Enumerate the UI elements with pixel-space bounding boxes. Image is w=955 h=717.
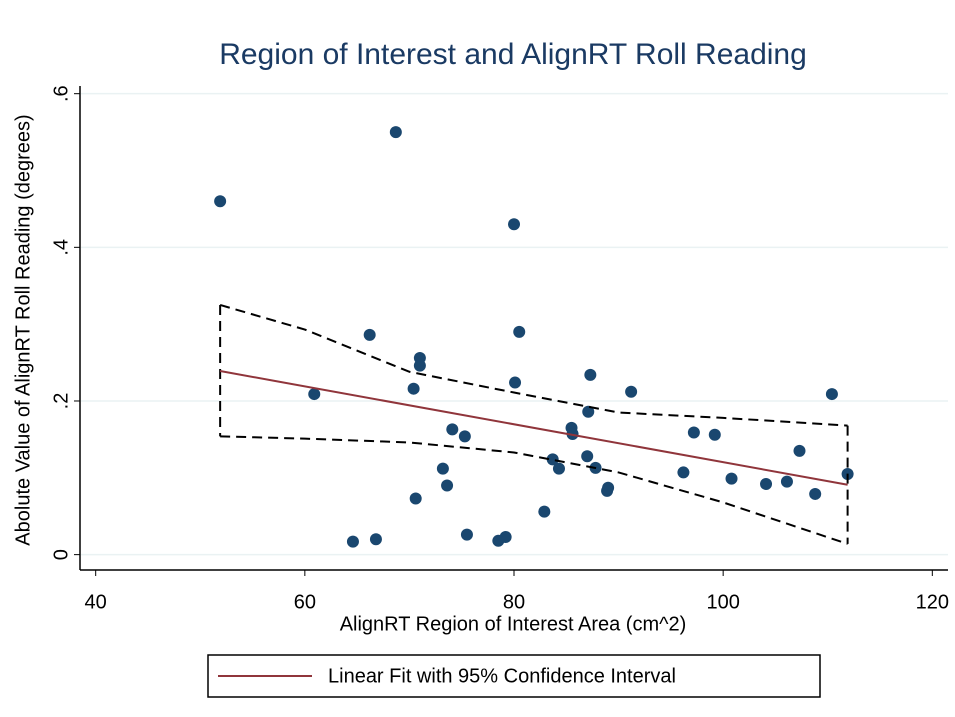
scatter-point: [513, 325, 526, 338]
x-tick-label: 120: [916, 591, 949, 613]
scatter-point: [546, 453, 559, 466]
scatter-point: [582, 405, 595, 418]
confidence-bound: [220, 435, 848, 545]
scatter-point: [708, 428, 721, 441]
scatter-point: [413, 359, 426, 372]
scatter-point: [687, 426, 700, 439]
scatter-point: [389, 126, 402, 139]
x-tick-label: 60: [294, 591, 316, 613]
scatter-point: [825, 388, 838, 401]
scatter-point: [441, 479, 454, 492]
scatter-point: [407, 382, 420, 395]
scatter-point: [436, 462, 449, 475]
x-axis-label: AlignRT Region of Interest Area (cm^2): [340, 613, 687, 635]
scatter-point: [601, 484, 614, 497]
scatter-point: [581, 450, 594, 463]
scatter-point: [508, 218, 520, 231]
x-tick-label: 40: [85, 591, 107, 613]
scatter-point: [552, 462, 565, 475]
scatter-point: [446, 423, 459, 436]
scatter-point: [409, 492, 422, 505]
scatter-point: [214, 195, 227, 208]
scatter-point: [809, 487, 822, 500]
legend-label: Linear Fit with 95% Confidence Interval: [328, 665, 676, 687]
scatter-point: [492, 534, 505, 547]
chart-title: Region of Interest and AlignRT Roll Read…: [219, 38, 807, 71]
scatter-point: [363, 328, 376, 341]
x-tick-label: 80: [503, 591, 525, 613]
scatter-point: [538, 505, 551, 518]
scatter-point: [346, 535, 359, 548]
x-tick-label: 100: [706, 591, 739, 613]
scatter-point: [780, 475, 793, 488]
scatter-point: [625, 385, 638, 398]
y-tick-label: .6: [50, 85, 72, 102]
scatter-point: [509, 376, 522, 389]
confidence-bound: [219, 303, 848, 427]
scatter-point: [458, 430, 471, 443]
scatter-point: [369, 533, 382, 546]
scatter-point: [584, 368, 597, 381]
scatter-point: [725, 472, 738, 485]
y-axis-label: Abolute Value of AlignRT Roll Reading (d…: [12, 114, 34, 545]
scatter-point: [760, 477, 773, 490]
y-tick-label: .2: [50, 393, 72, 410]
scatter-point: [308, 388, 321, 401]
scatter-point: [793, 444, 806, 457]
scatter-point: [677, 466, 690, 479]
fit-line: [219, 370, 848, 486]
y-tick-label: .4: [50, 239, 72, 256]
y-tick-label: 0: [50, 549, 72, 560]
scatter-point: [460, 528, 473, 541]
